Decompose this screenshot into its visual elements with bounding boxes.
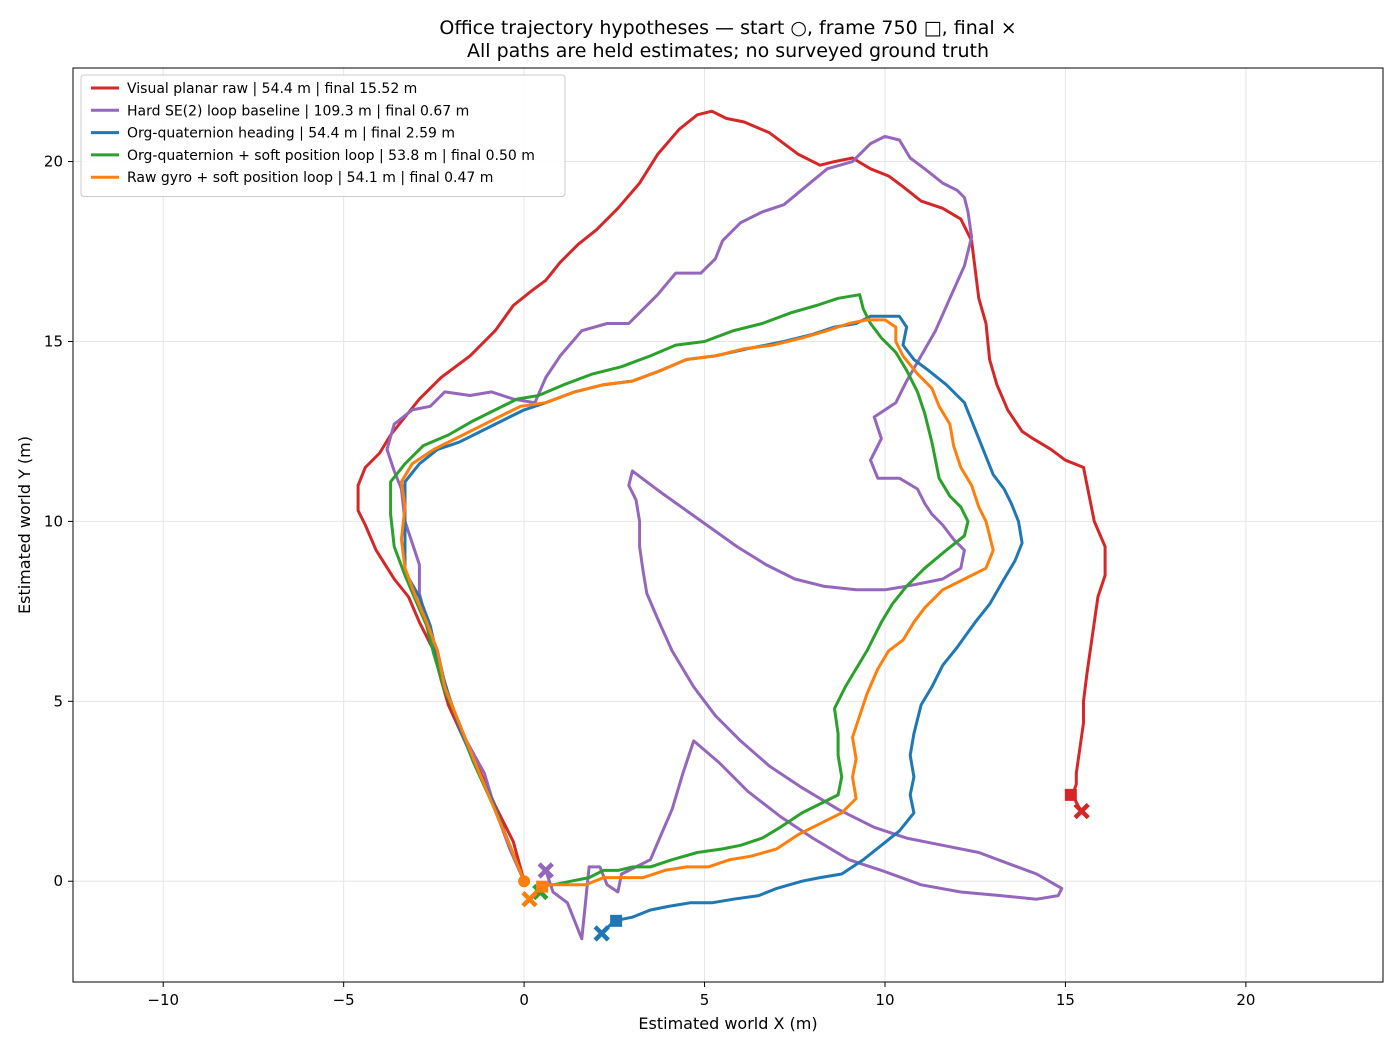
x-tick-label: 0: [519, 991, 529, 1009]
legend-label-0: Visual planar raw | 54.4 m | final 15.52…: [127, 81, 417, 97]
frame750-marker-0: [1064, 788, 1077, 801]
series-line-2: [403, 314, 1024, 935]
series-line-1: [385, 134, 1064, 941]
y-tick-label: 15: [44, 332, 63, 350]
series-line-0: [356, 109, 1107, 883]
grid: [73, 68, 1383, 982]
x-tick-label: 5: [700, 991, 710, 1009]
final-marker-1: [537, 862, 554, 879]
legend-label-3: Org-quaternion + soft position loop | 53…: [127, 148, 535, 164]
x-tick-label: −5: [333, 991, 355, 1009]
plot-frame: [72, 67, 1384, 983]
axis-ticks: −10 −5 0 5 10 15 20 0 5 10 15 20: [44, 153, 1256, 1009]
x-tick-label: 15: [1056, 991, 1075, 1009]
x-tick-label: 10: [875, 991, 894, 1009]
chart-subtitle: All paths are held estimates; no surveye…: [467, 40, 989, 62]
x-tick-label: −10: [147, 991, 179, 1009]
series-layer: [356, 109, 1107, 941]
x-tick-label: 20: [1236, 991, 1255, 1009]
final-marker-0: [1073, 802, 1090, 820]
marker-layer: [518, 788, 1090, 942]
legend-box: [80, 74, 566, 197]
frame750-marker-2: [610, 914, 623, 927]
series-line-3: [389, 293, 970, 887]
final-marker-4: [521, 891, 538, 908]
y-tick-label: 0: [53, 872, 63, 890]
x-axis-label: Estimated world X (m): [638, 1014, 817, 1033]
series-line-4: [399, 318, 995, 901]
y-axis-label: Estimated world Y (m): [15, 436, 34, 614]
start-marker: [518, 875, 531, 888]
chart-title: Office trajectory hypotheses — start ○, …: [439, 17, 1016, 39]
legend-label-4: Raw gyro + soft position loop | 54.1 m |…: [127, 170, 493, 186]
y-tick-label: 10: [44, 512, 63, 530]
y-tick-label: 20: [44, 153, 63, 171]
frame750-marker-4: [536, 880, 549, 893]
final-marker-2: [593, 925, 610, 942]
y-tick-label: 5: [53, 692, 63, 710]
legend-label-1: Hard SE(2) loop baseline | 109.3 m | fin…: [127, 103, 469, 119]
legend-label-2: Org-quaternion heading | 54.4 m | final …: [127, 126, 455, 142]
legend: Visual planar raw | 54.4 m | final 15.52…: [80, 74, 566, 197]
